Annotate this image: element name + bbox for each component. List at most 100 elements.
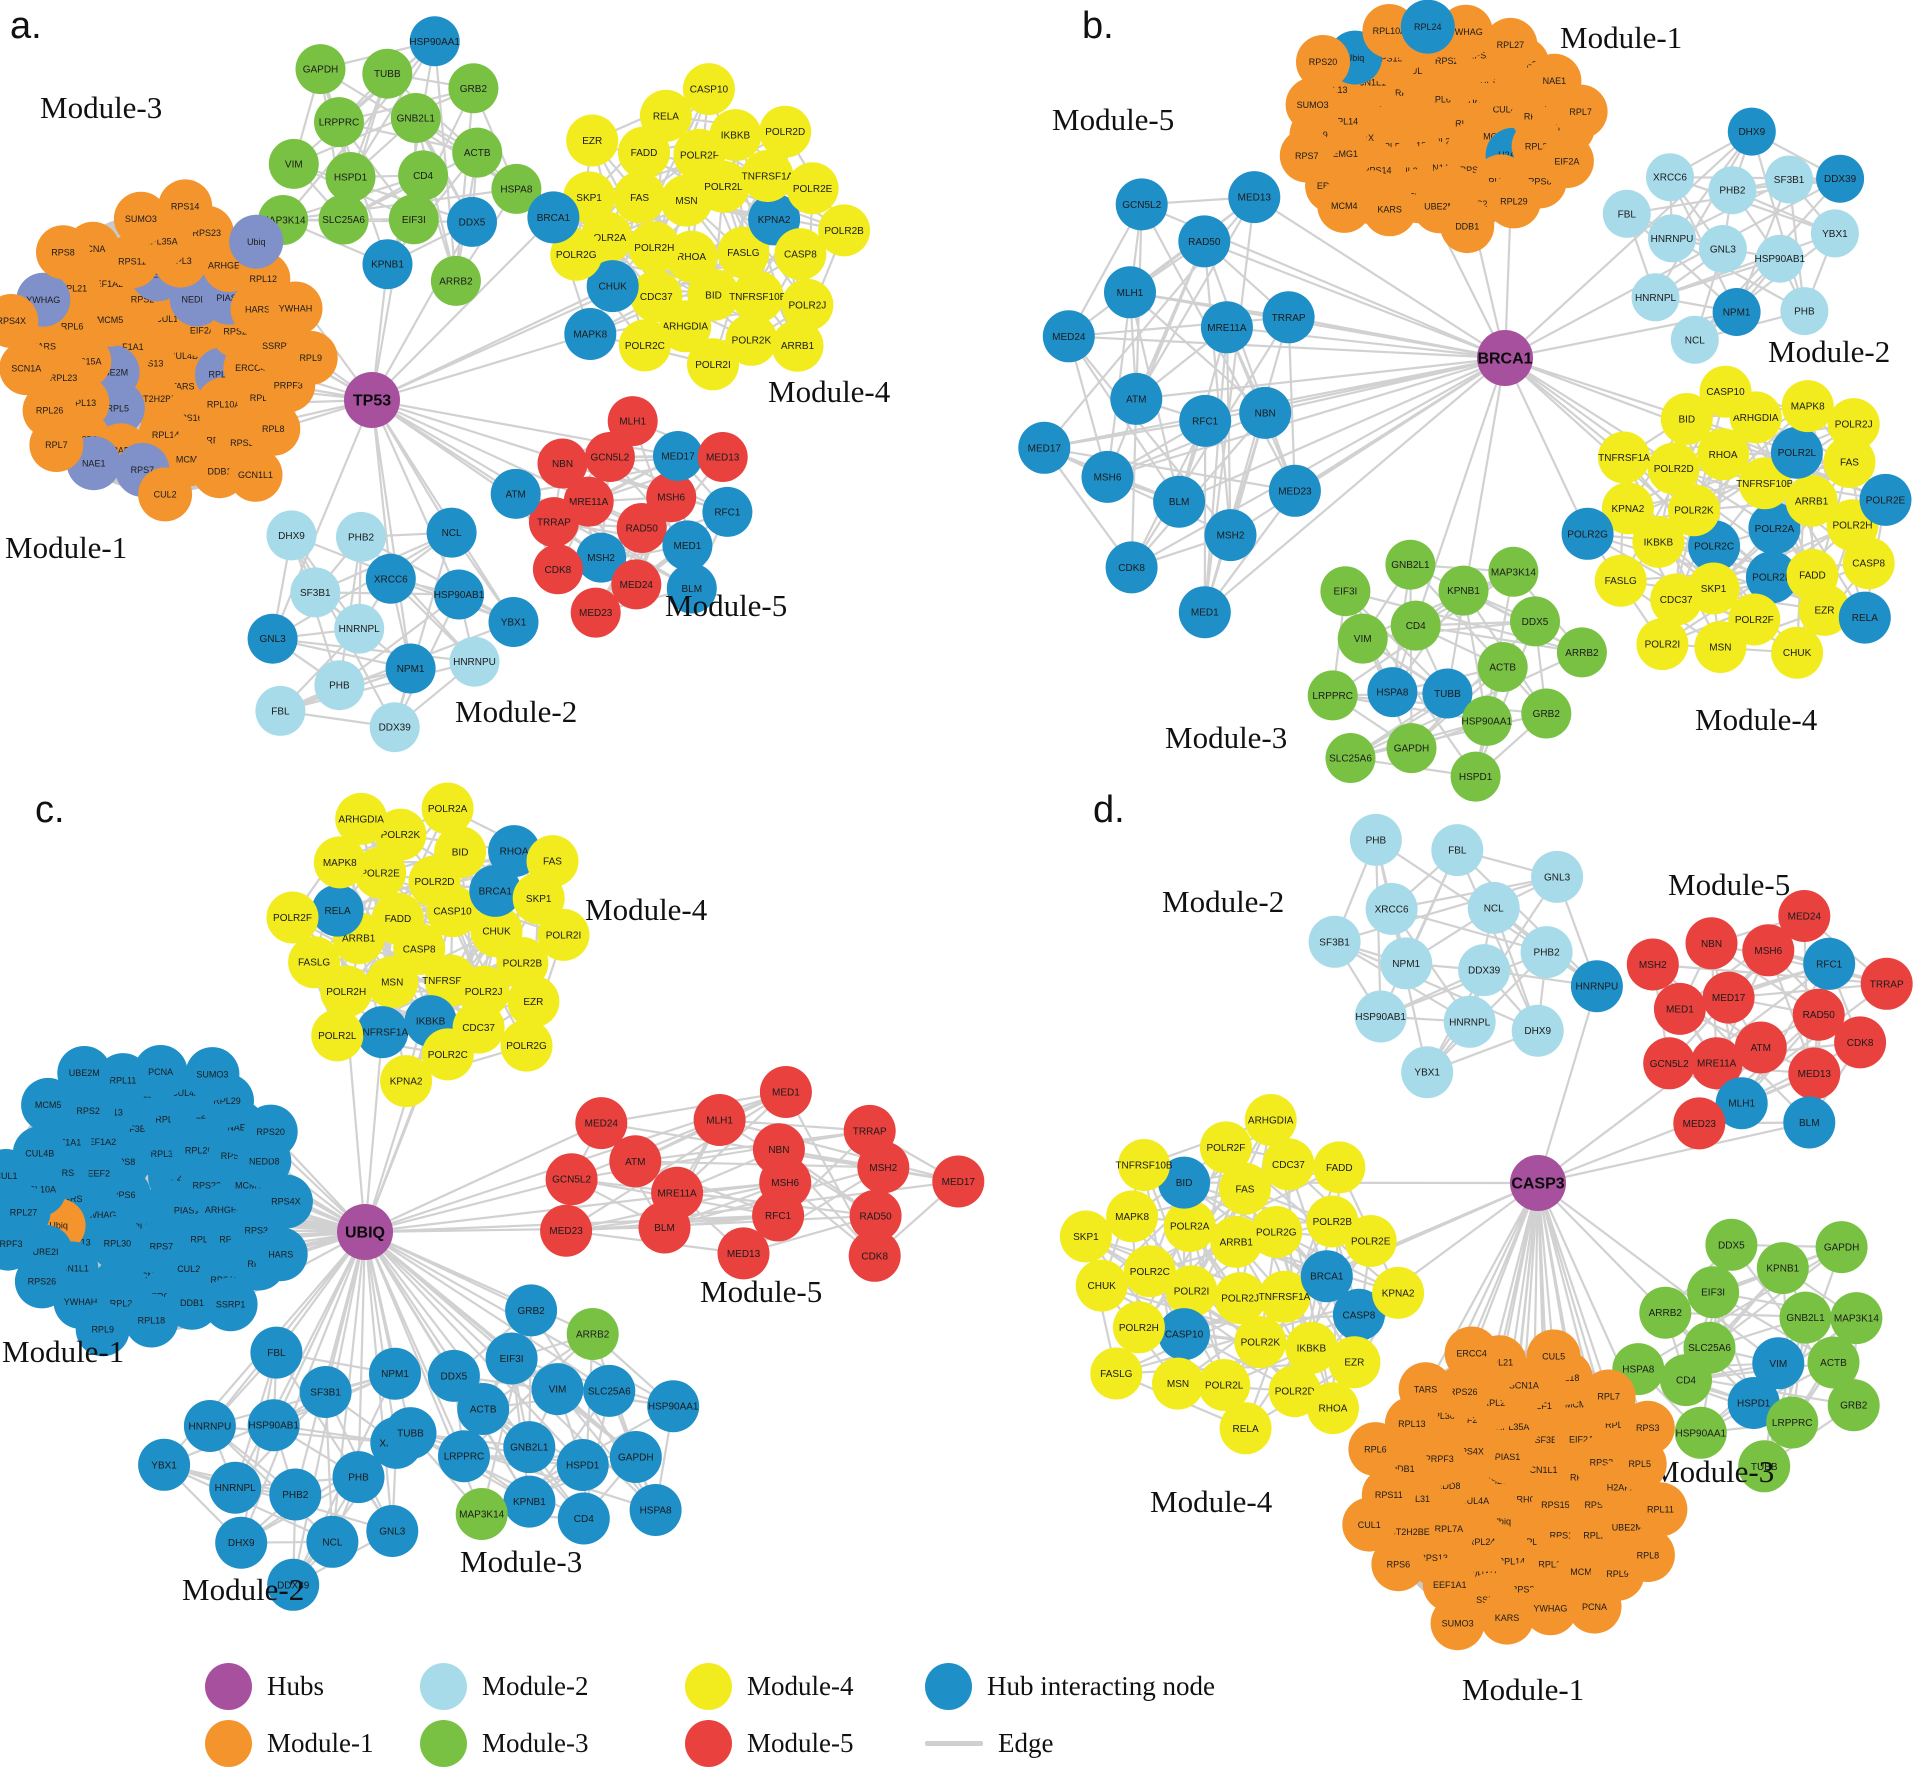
node-DHX9 [215,1516,268,1569]
node-POLR2C [421,1028,474,1081]
node-POLR2E [354,846,407,899]
node-CD4 [1390,600,1441,651]
node-XRCC6 [1365,882,1418,935]
node-RPL9 [283,330,338,385]
node-MED24 [1778,890,1831,942]
node-HNRNPL [1631,273,1680,322]
node-MED13 [717,1227,770,1280]
module-caption: Module-4 [768,374,891,409]
node-POLR2D [1647,442,1700,495]
hub-label: CASP3 [1511,1176,1564,1193]
node-DDB1 [165,1275,219,1330]
node-NPM1 [385,643,436,694]
node-LRPPRC [1307,670,1358,721]
node-VIM [1337,613,1388,664]
node-FASLG [1594,554,1647,607]
node-POLR2K [1668,484,1720,537]
node-KPNB1 [362,239,413,290]
node-MAP3K14 [455,1488,508,1540]
node-GCN5L2 [584,432,635,482]
node-HSP90AB1 [1755,234,1804,283]
node-TRRAP [843,1104,896,1157]
legend-item-hub-interacting: Hub interacting node [925,1663,1355,1710]
node-PHB2 [269,1468,322,1521]
node-DDX5 [1510,596,1560,647]
node-XRCC6 [365,553,416,604]
node-EZR [1798,583,1851,636]
module-caption: Module-4 [585,892,708,927]
module-module-5-nodes: MSH6MRE11ANBNRFC1ATMMSH2BLMMLH1RAD50GCN5… [540,1066,985,1282]
node-MSH2 [1204,509,1257,562]
node-SCN1A [0,341,54,396]
node-CDK8 [848,1229,901,1282]
node-TRRAP [1262,291,1315,344]
node-NPM1 [1380,937,1433,990]
node-RPL11 [1633,1482,1688,1537]
node-SUMO3 [113,191,168,246]
panel-letter-d: d. [1093,789,1125,831]
node-DHX9 [1511,1004,1564,1057]
node-XRCC6 [1646,153,1694,202]
legend-label: Hub interacting node [987,1671,1215,1701]
node-PHB2 [1708,166,1757,215]
node-TNFRSF10B [1118,1139,1170,1191]
node-DDX5 [1705,1218,1758,1271]
node-RPL7 [1553,84,1608,139]
node-CDK8 [532,544,583,595]
node-FADD [1313,1141,1366,1194]
node-RFC1 [752,1189,805,1242]
node-SUMO3 [1285,77,1340,132]
node-RPS14 [158,179,213,234]
module-module-4-nodes: POLR2APOLR2CTNFRSF10BPOLR2BPOLR2KARRB1SK… [1561,365,1912,679]
node-POLR2J [781,278,834,331]
hub-interacting-swatch [925,1663,972,1710]
node-DDX39 [267,1558,320,1611]
module-module-4-nodes: CASP8CASP10TNFRSF10BFADDCHUKMSNPOLR2DPOL… [266,782,590,1108]
node-TNFRSF1A [1258,1270,1311,1323]
node-NPM1 [1712,288,1761,336]
node-GRB2 [1521,688,1572,739]
module-module-4-nodes: RHOAMSNFASLGPOLR2HPOLR2LBIDFASKPNA2CDC37… [527,63,871,391]
node-CUL5 [1526,1329,1581,1384]
node-ARHGDIA [659,300,712,353]
node-POLR2F [1199,1121,1252,1174]
node-PHB [314,660,365,711]
node-MED13 [697,432,748,482]
node-RELA [639,89,692,142]
module-module-3-nodes: TUBBCD4ACTBHSPA8KPNB1HSP90AA1VIMDDX5GAPD… [1307,539,1607,802]
node-ERCC4 [1444,1326,1499,1381]
node-POLR2H [1112,1301,1165,1354]
node-IKBKB [709,109,762,162]
node-RHOA [1697,428,1750,481]
node-HSP90AB1 [247,1399,300,1452]
node-NPM1 [369,1347,421,1400]
node-RPL24 [1400,0,1455,54]
node-MED17 [1702,971,1755,1024]
node-KPNB1 [1756,1242,1809,1295]
panel-letter-c: c. [35,789,65,831]
node-MRE11A [1690,1037,1743,1090]
node-MED13 [1788,1047,1841,1100]
node-MED24 [1042,310,1095,363]
node-PCNA [1567,1579,1622,1634]
node-SLC25A6 [583,1364,636,1417]
node-TRRAP [1860,957,1913,1010]
node-HSP90AB1 [1354,990,1407,1043]
node-MED24 [575,1097,628,1150]
node-YBX1 [488,597,539,647]
node-POLR2E [786,162,839,215]
node-POLR2I [687,338,739,391]
node-ARRB2 [430,255,481,306]
node-TARS [1398,1362,1453,1417]
node-LRPPRC [1766,1396,1819,1449]
node-MED23 [1673,1097,1726,1150]
node-SUMO3 [185,1047,240,1102]
node-ARRB2 [566,1308,619,1360]
node-POLR2L [1770,426,1823,479]
node-TNFRSF10B [731,270,784,323]
node-RAD50 [849,1189,902,1242]
node-YBX1 [138,1438,191,1491]
node-MED17 [653,431,703,481]
node-ACTB [1477,642,1528,692]
node-GAPDH [1815,1221,1868,1274]
